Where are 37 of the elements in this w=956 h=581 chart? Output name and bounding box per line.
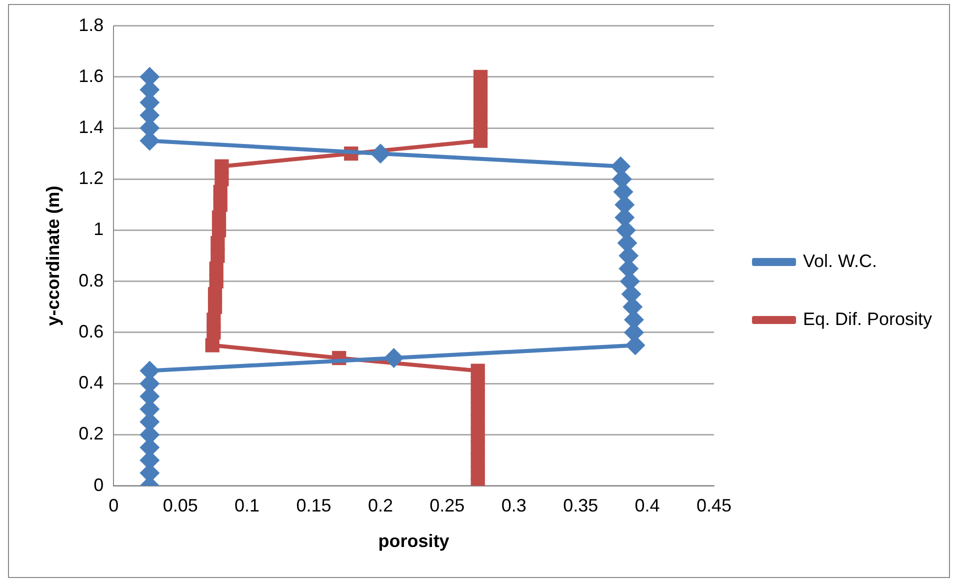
x-tick-label: 0.4 xyxy=(634,496,660,516)
point xyxy=(473,70,488,84)
point xyxy=(470,364,485,378)
point xyxy=(214,159,229,174)
x-tick-label: 0.25 xyxy=(430,496,465,516)
point xyxy=(470,389,485,404)
y-tick-label: 0.2 xyxy=(78,424,104,444)
y-tick-label: 0.4 xyxy=(78,372,104,393)
point xyxy=(208,300,222,314)
x-axis-title: porosity xyxy=(378,531,450,552)
y-tick-label: 1 xyxy=(94,219,104,240)
x-tick-label: 0.15 xyxy=(296,496,332,516)
y-tick-label: 1.8 xyxy=(78,14,104,35)
point xyxy=(210,236,225,250)
x-tick-label: 0.05 xyxy=(162,496,198,516)
x-tick-label: 0 xyxy=(108,496,119,516)
y-tick-label: 0.8 xyxy=(78,270,104,290)
point xyxy=(370,144,390,164)
x-tick-label: 0.45 xyxy=(696,496,732,516)
x-tick-label: 0.1 xyxy=(234,496,260,516)
point xyxy=(470,414,485,429)
x-tick-label: 0.35 xyxy=(563,496,598,516)
legend-label: Vol. W.C. xyxy=(803,250,878,271)
y-axis-title: y-ccordinate (m) xyxy=(42,186,63,326)
point xyxy=(205,338,220,352)
y-tick-label: 0.6 xyxy=(78,321,104,342)
point xyxy=(384,348,404,368)
point xyxy=(209,274,224,288)
y-tick-label: 0 xyxy=(94,474,104,495)
point xyxy=(206,312,221,327)
x-tick-label: 0.3 xyxy=(501,496,526,516)
x-tick-label: 0.2 xyxy=(368,496,393,516)
point xyxy=(213,184,228,199)
legend-label: Eq. Dif. Porosity xyxy=(803,308,932,329)
y-tick-label: 1.4 xyxy=(78,116,104,137)
y-tick-label: 1.6 xyxy=(78,66,104,86)
y-tick-label: 1.2 xyxy=(78,168,104,188)
